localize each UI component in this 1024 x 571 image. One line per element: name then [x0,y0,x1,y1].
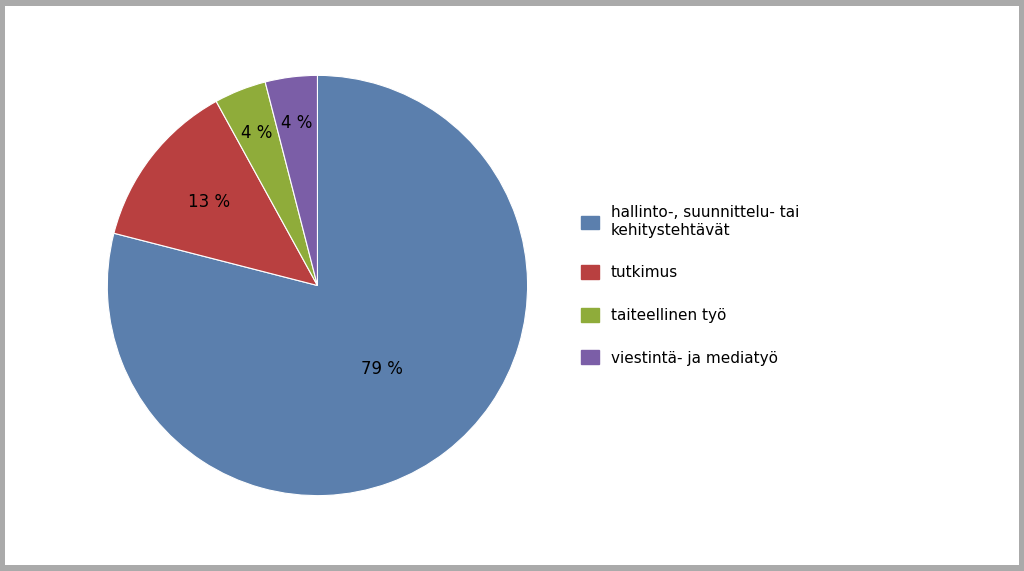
Wedge shape [108,75,527,496]
Text: 79 %: 79 % [360,360,402,377]
Legend: hallinto-, suunnittelu- tai
kehitystehtävät, tutkimus, taiteellinen työ, viestin: hallinto-, suunnittelu- tai kehitystehtä… [581,206,800,365]
Wedge shape [265,75,317,286]
Wedge shape [114,102,317,286]
Text: 13 %: 13 % [188,193,230,211]
Wedge shape [216,82,317,286]
Text: 4 %: 4 % [242,124,272,142]
Text: 4 %: 4 % [282,114,312,132]
